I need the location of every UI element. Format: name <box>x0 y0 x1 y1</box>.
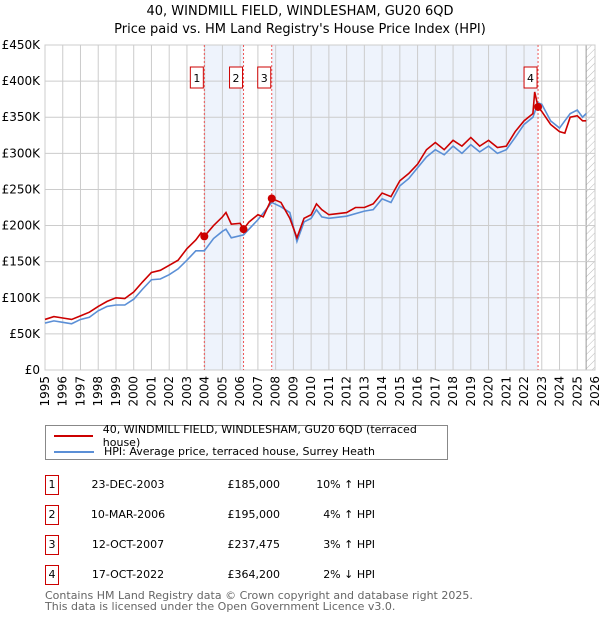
sale-label-box <box>257 66 272 89</box>
future-hatch <box>586 45 595 370</box>
x-tick-label: 2001 <box>144 376 158 407</box>
transaction-hpi: 10% ↑ HPI <box>316 478 375 491</box>
legend-property: 40, WINDMILL FIELD, WINDLESHAM, GU20 6QD… <box>102 422 417 449</box>
x-tick-label: 2011 <box>322 376 336 407</box>
price-line <box>44 91 587 321</box>
x-tick-label: 2024 <box>553 376 567 407</box>
price-chart: £0 £50K £100K £150K £200K £250K £300K £350K £400… <box>2 38 600 407</box>
x-tick-label: 2020 <box>482 376 496 407</box>
y-tick-label: £300K <box>2 146 42 160</box>
legend: 40, WINDMILL FIELD, WINDLESHAM, GU20 6QD… <box>45 422 448 460</box>
x-tick-label: 2004 <box>198 376 212 407</box>
y-tick-label: £150K <box>2 255 42 269</box>
x-tick-label: 2025 <box>570 376 584 407</box>
transaction-hpi: 2% ↓ HPI <box>323 568 375 581</box>
transaction-date: 12-OCT-2007 <box>91 538 165 551</box>
x-tick-label: 2012 <box>340 376 354 407</box>
x-tick-label: 2021 <box>499 376 513 407</box>
plot-border <box>44 44 596 371</box>
x-tick-label: 1995 <box>38 376 52 407</box>
transaction-date: 10-MAR-2006 <box>90 508 166 521</box>
x-tick-label: 2008 <box>269 376 283 407</box>
transaction-row: 3 12-OCT-2007 £237,475 3% ↑ HPI <box>45 535 445 555</box>
transaction-row: 2 10-MAR-2006 £195,000 4% ↑ HPI <box>45 505 445 525</box>
y-tick-label: £200K <box>2 219 42 233</box>
x-tick-label: 1999 <box>109 376 123 407</box>
transaction-date: 17-OCT-2022 <box>91 568 165 581</box>
sale-point <box>267 194 276 203</box>
legend-red-line <box>54 434 93 437</box>
x-tick-label: 2026 <box>588 376 600 407</box>
sale-label: 2 <box>233 72 240 85</box>
sale-point <box>534 102 543 111</box>
chart-title: 40, WINDMILL FIELD, WINDLESHAM, GU20 6QD <box>146 4 454 19</box>
x-tick-label: 2003 <box>180 376 194 407</box>
y-tick-label: £400K <box>2 74 42 88</box>
y-tick-label: £50K <box>9 327 41 341</box>
x-tick-label: 2017 <box>428 376 442 407</box>
legend-hpi: HPI: Average price, terraced house, Surr… <box>104 445 375 458</box>
x-tick-label: 2000 <box>127 376 141 407</box>
x-tick-label: 2007 <box>251 376 265 407</box>
y-tick-label: £450K <box>2 38 42 52</box>
footer-copyright: Contains HM Land Registry data © Crown c… <box>45 589 473 602</box>
transaction-number: 2 <box>45 505 59 525</box>
transaction-price: £185,000 <box>227 478 281 491</box>
x-tick-label: 1997 <box>73 376 87 407</box>
sale-label-box <box>523 66 538 89</box>
x-tick-label: 2016 <box>411 376 425 407</box>
transaction-number: 3 <box>45 535 59 555</box>
sale-point <box>239 225 248 234</box>
transaction-number: 4 <box>45 565 59 585</box>
transaction-row: 1 23-DEC-2003 £185,000 10% ↑ HPI <box>45 475 445 495</box>
x-tick-label: 2015 <box>393 376 407 407</box>
hpi-line <box>44 101 587 325</box>
chart-subtitle: Price paid vs. HM Land Registry's House … <box>114 22 486 37</box>
y-tick-label: £0 <box>25 363 40 377</box>
transaction-hpi: 4% ↑ HPI <box>323 508 375 521</box>
sale-label-box <box>229 66 244 89</box>
x-tick-label: 1996 <box>56 376 70 407</box>
y-tick-label: £350K <box>2 110 42 124</box>
x-tick-label: 2002 <box>162 376 176 407</box>
transaction-date: 23-DEC-2003 <box>91 478 165 491</box>
x-tick-label: 2013 <box>357 376 371 407</box>
footer-licence: This data is licensed under the Open Gov… <box>45 600 396 613</box>
shaded-range <box>204 45 244 370</box>
transaction-price: £364,200 <box>227 568 281 581</box>
transaction-price: £195,000 <box>227 508 281 521</box>
transaction-number: 1 <box>45 475 59 495</box>
x-tick-label: 2009 <box>286 376 300 407</box>
x-tick-label: 2006 <box>233 376 247 407</box>
transaction-price: £237,475 <box>227 538 281 551</box>
x-tick-label: 2022 <box>517 376 531 407</box>
legend-blue-line <box>54 450 94 453</box>
footer: Contains HM Land Registry data © Crown c… <box>45 590 473 612</box>
y-tick-label: £100K <box>2 291 42 305</box>
transaction-hpi: 3% ↑ HPI <box>323 538 375 551</box>
y-tick-label: £250K <box>2 182 42 196</box>
shaded-range <box>271 45 539 370</box>
sale-label: 1 <box>193 72 200 85</box>
x-tick-label: 2018 <box>446 376 460 407</box>
x-tick-label: 2019 <box>464 376 478 407</box>
sale-label-box <box>189 66 204 89</box>
x-tick-label: 2014 <box>375 376 389 407</box>
x-tick-label: 1998 <box>91 376 105 407</box>
x-tick-label: 2023 <box>535 376 549 407</box>
x-tick-label: 2005 <box>215 376 229 407</box>
sale-label: 4 <box>527 72 534 85</box>
x-tick-label: 2010 <box>304 376 318 407</box>
sale-label: 3 <box>261 72 268 85</box>
transaction-row: 4 17-OCT-2022 £364,200 2% ↓ HPI <box>45 565 445 585</box>
sale-point <box>200 232 209 241</box>
